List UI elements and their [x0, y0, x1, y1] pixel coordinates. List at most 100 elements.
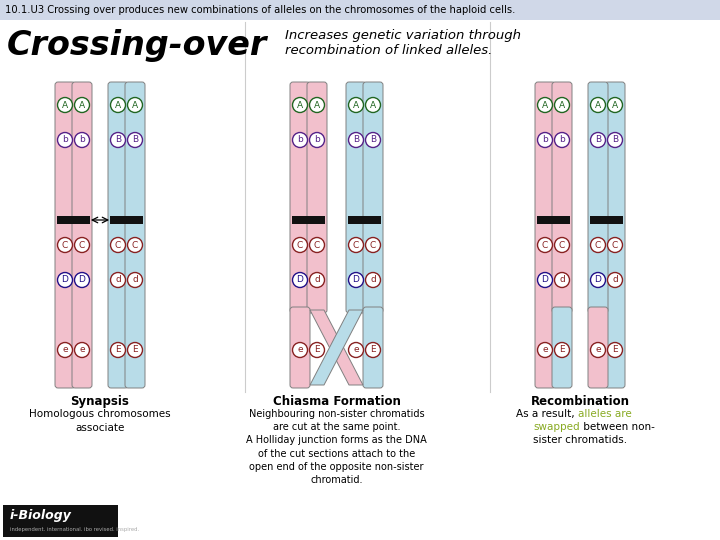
- FancyBboxPatch shape: [588, 82, 608, 313]
- Bar: [537, 216, 570, 224]
- Text: B: B: [132, 136, 138, 145]
- FancyBboxPatch shape: [588, 307, 608, 388]
- FancyBboxPatch shape: [55, 82, 75, 388]
- Text: A: A: [353, 100, 359, 110]
- Text: Neighbouring non-sister chromatids
are cut at the same point.
A Holliday junctio: Neighbouring non-sister chromatids are c…: [246, 409, 427, 485]
- Circle shape: [590, 342, 606, 357]
- Text: b: b: [314, 136, 320, 145]
- Circle shape: [292, 273, 307, 287]
- Text: b: b: [297, 136, 303, 145]
- Text: d: d: [132, 275, 138, 285]
- Text: E: E: [559, 346, 564, 354]
- Text: alleles are: alleles are: [578, 409, 631, 419]
- Circle shape: [74, 342, 89, 357]
- Text: e: e: [595, 346, 600, 354]
- Text: Chiasma Formation: Chiasma Formation: [273, 395, 400, 408]
- Circle shape: [608, 98, 623, 112]
- FancyBboxPatch shape: [346, 82, 366, 313]
- Circle shape: [538, 98, 552, 112]
- Circle shape: [74, 132, 89, 147]
- Circle shape: [538, 238, 552, 253]
- Circle shape: [608, 342, 623, 357]
- Text: e: e: [542, 346, 548, 354]
- Circle shape: [366, 238, 380, 253]
- Text: C: C: [370, 240, 376, 249]
- Text: E: E: [314, 346, 320, 354]
- FancyBboxPatch shape: [72, 82, 92, 388]
- Circle shape: [127, 238, 143, 253]
- Text: A: A: [79, 100, 85, 110]
- Circle shape: [348, 342, 364, 357]
- Text: A: A: [62, 100, 68, 110]
- Circle shape: [348, 132, 364, 147]
- Text: i-Biology: i-Biology: [10, 510, 72, 523]
- FancyBboxPatch shape: [605, 82, 625, 388]
- Circle shape: [110, 132, 125, 147]
- Polygon shape: [310, 310, 363, 385]
- Circle shape: [310, 98, 325, 112]
- Text: Synapsis: Synapsis: [71, 395, 130, 408]
- FancyBboxPatch shape: [363, 307, 383, 388]
- Circle shape: [58, 98, 73, 112]
- Circle shape: [348, 238, 364, 253]
- Text: B: B: [595, 136, 601, 145]
- Circle shape: [366, 273, 380, 287]
- Text: A: A: [595, 100, 601, 110]
- Text: d: d: [559, 275, 565, 285]
- FancyBboxPatch shape: [307, 82, 327, 313]
- Text: A: A: [314, 100, 320, 110]
- Text: b: b: [79, 136, 85, 145]
- Circle shape: [310, 273, 325, 287]
- Text: swapped: swapped: [534, 422, 580, 432]
- Circle shape: [310, 238, 325, 253]
- Text: C: C: [314, 240, 320, 249]
- Text: C: C: [62, 240, 68, 249]
- Bar: [292, 216, 325, 224]
- Circle shape: [58, 273, 73, 287]
- Circle shape: [538, 342, 552, 357]
- Text: A: A: [559, 100, 565, 110]
- Text: Increases genetic variation through: Increases genetic variation through: [285, 29, 521, 42]
- Circle shape: [538, 132, 552, 147]
- Text: b: b: [62, 136, 68, 145]
- Polygon shape: [310, 310, 363, 385]
- Text: d: d: [314, 275, 320, 285]
- Circle shape: [608, 238, 623, 253]
- Circle shape: [366, 132, 380, 147]
- Text: C: C: [612, 240, 618, 249]
- Bar: [110, 216, 143, 224]
- Circle shape: [538, 273, 552, 287]
- Text: D: D: [353, 275, 359, 285]
- Bar: [590, 216, 623, 224]
- Text: D: D: [62, 275, 68, 285]
- Text: D: D: [595, 275, 601, 285]
- Text: Homologous chromosomes
associate: Homologous chromosomes associate: [30, 409, 171, 433]
- FancyBboxPatch shape: [290, 307, 310, 388]
- Circle shape: [110, 342, 125, 357]
- Circle shape: [348, 98, 364, 112]
- Text: E: E: [612, 346, 618, 354]
- Text: b: b: [559, 136, 565, 145]
- Circle shape: [366, 98, 380, 112]
- Text: D: D: [541, 275, 549, 285]
- Text: C: C: [79, 240, 85, 249]
- Text: B: B: [370, 136, 376, 145]
- Circle shape: [608, 273, 623, 287]
- FancyBboxPatch shape: [108, 82, 128, 388]
- Text: As a result,: As a result,: [516, 409, 578, 419]
- Text: B: B: [612, 136, 618, 145]
- Text: C: C: [297, 240, 303, 249]
- Text: sister chromatids.: sister chromatids.: [533, 435, 627, 445]
- Circle shape: [310, 342, 325, 357]
- Bar: [57, 216, 90, 224]
- Text: C: C: [559, 240, 565, 249]
- Text: between non-: between non-: [580, 422, 655, 432]
- Text: d: d: [612, 275, 618, 285]
- Circle shape: [127, 342, 143, 357]
- Circle shape: [127, 132, 143, 147]
- Text: C: C: [353, 240, 359, 249]
- FancyBboxPatch shape: [535, 82, 555, 388]
- Circle shape: [127, 98, 143, 112]
- Text: e: e: [79, 346, 85, 354]
- Bar: [348, 216, 381, 224]
